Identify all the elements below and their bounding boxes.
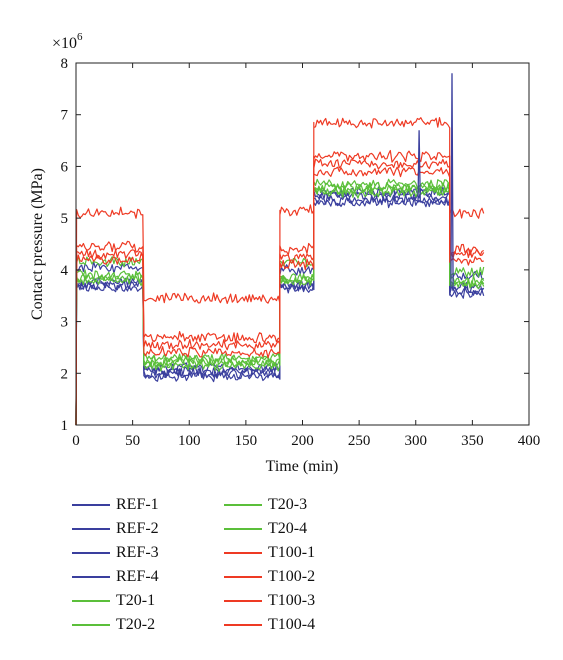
legend-swatch (224, 528, 262, 530)
legend-item: T100-4 (224, 614, 364, 638)
legend-item: T20-4 (224, 518, 364, 542)
legend-label: REF-2 (116, 520, 159, 537)
legend-swatch (224, 624, 262, 626)
y-multiplier-exponent: 6 (77, 31, 83, 43)
legend-item: REF-4 (72, 566, 212, 590)
x-tick-label: 100 (178, 433, 201, 449)
legend-label: T20-1 (116, 592, 156, 609)
legend-column-1: REF-1 REF-2 REF-3 REF-4 T20-1 T20-2 (72, 494, 212, 638)
y-tick-label: 5 (61, 211, 69, 227)
legend-item: REF-2 (72, 518, 212, 542)
y-tick-label: 2 (61, 366, 69, 382)
legend-swatch (224, 504, 262, 506)
legend-label: T100-1 (268, 544, 316, 561)
x-axis-label: Time (min) (266, 458, 339, 475)
y-multiplier: ×106 (52, 31, 83, 52)
legend-label: T100-3 (268, 592, 316, 609)
legend-item: T20-2 (72, 614, 212, 638)
legend-label: T20-3 (268, 496, 308, 513)
legend-item: T20-3 (224, 494, 364, 518)
spike-ref-1 (450, 73, 454, 291)
y-tick-label: 4 (61, 263, 69, 279)
legend-label: T20-4 (268, 520, 308, 537)
legend-item: T100-3 (224, 590, 364, 614)
legend-label: T100-4 (268, 616, 316, 633)
y-tick-label: 3 (61, 315, 69, 331)
x-tick-label: 400 (518, 433, 541, 449)
legend-label: T100-2 (268, 568, 316, 585)
legend-swatch (72, 552, 110, 554)
x-tick-label: 150 (235, 433, 258, 449)
legend-swatch (224, 576, 262, 578)
y-multiplier-base: ×10 (52, 35, 77, 52)
legend: REF-1 REF-2 REF-3 REF-4 T20-1 T20-2 T20-3 T20-… (72, 494, 392, 644)
x-tick-label: 350 (461, 433, 484, 449)
legend-label: REF-1 (116, 496, 159, 513)
y-tick-label: 1 (61, 418, 69, 434)
legend-item: T100-1 (224, 542, 364, 566)
y-axis-label: Contact pressure (MPa) (29, 168, 46, 320)
x-tick-label: 200 (291, 433, 314, 449)
legend-swatch (72, 576, 110, 578)
legend-item: REF-3 (72, 542, 212, 566)
x-tick-label: 250 (348, 433, 371, 449)
legend-label: REF-4 (116, 568, 159, 585)
series-line-t100-4 (75, 166, 484, 426)
legend-item: REF-1 (72, 494, 212, 518)
legend-label: T20-2 (116, 616, 156, 633)
legend-swatch (72, 504, 110, 506)
legend-label: REF-3 (116, 544, 159, 561)
x-tick-label: 50 (125, 433, 140, 449)
x-tick-label: 0 (72, 433, 80, 449)
axis-ticks: 0 50 100 150 200 250 300 350 400 1 2 3 4 5 6 7 8 (61, 56, 541, 449)
legend-item: T20-1 (72, 590, 212, 614)
spike-ref-2 (417, 130, 421, 203)
legend-swatch (72, 528, 110, 530)
y-tick-label: 7 (61, 108, 69, 124)
y-tick-label: 8 (61, 56, 69, 72)
legend-swatch (224, 600, 262, 602)
legend-column-2: T20-3 T20-4 T100-1 T100-2 T100-3 T100-4 (224, 494, 364, 638)
legend-swatch (72, 624, 110, 626)
legend-item: T100-2 (224, 566, 364, 590)
legend-swatch (224, 552, 262, 554)
y-tick-label: 6 (61, 159, 69, 175)
legend-swatch (72, 600, 110, 602)
series-lines (75, 73, 485, 426)
x-tick-label: 300 (405, 433, 428, 449)
